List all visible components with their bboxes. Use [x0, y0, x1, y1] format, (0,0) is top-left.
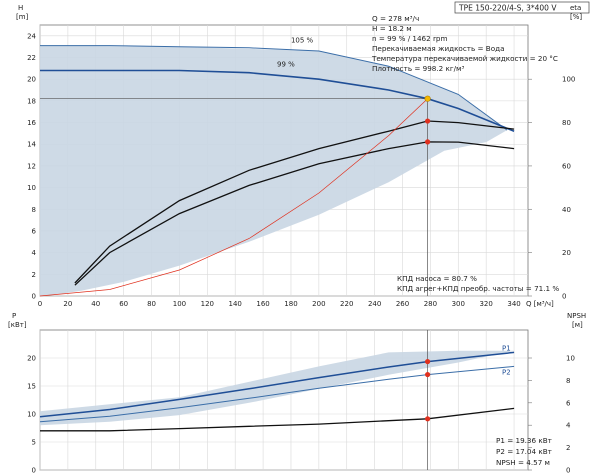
x-tick-label: 0: [38, 300, 42, 308]
power-readout: P1 = 19.36 кВт P2 = 17.04 кВт NPSH = 4.5…: [496, 436, 552, 467]
y-tick-label-left: 0: [32, 293, 36, 301]
y-tick-label-right: 0: [566, 467, 570, 474]
info-line: Q = 278 м³/ч: [372, 14, 419, 23]
y-tick-label-left: 10: [27, 184, 36, 192]
top-right-axis-label: eta: [570, 4, 581, 12]
top-left-axis-label: H: [18, 4, 23, 12]
y-tick-label-right: 2: [566, 444, 570, 452]
y-tick-label-right: 40: [562, 206, 571, 214]
x-tick-label: 120: [201, 300, 214, 308]
x-tick-label: 240: [368, 300, 381, 308]
y-tick-label-left: 20: [27, 355, 36, 363]
top-left-axis-unit: [m]: [16, 13, 29, 21]
y-tick-label-left: 14: [27, 141, 36, 149]
top-x-axis-label: Q [м³/ч]: [526, 300, 554, 308]
info-line: H = 18.2 м: [372, 24, 412, 33]
x-tick-label: 220: [340, 300, 353, 308]
bottom-left-axis-unit: [кВт]: [8, 321, 27, 329]
curve-label-99: 99 %: [277, 60, 295, 68]
y-tick-label-left: 24: [27, 32, 36, 40]
x-tick-label: 260: [396, 300, 409, 308]
info-line: Плотность = 998.2 кг/м³: [372, 64, 464, 73]
title-box: [454, 1, 590, 14]
y-tick-label-left: 18: [27, 97, 36, 105]
x-tick-label: 300: [452, 300, 465, 308]
bottom-plot-layer: P1 P2: [39, 330, 515, 470]
y-tick-label-left: 10: [27, 411, 36, 419]
x-tick-label: 320: [479, 300, 492, 308]
x-tick-label: 180: [284, 300, 297, 308]
top-plot-layer: 105 % 99 %: [39, 37, 515, 297]
operating-range-area: [40, 45, 508, 296]
efficiency-note: КПД насоса = 80.7 % КПД агрег+КПД преобр…: [397, 274, 559, 293]
y-tick-label-left: 16: [27, 119, 36, 127]
y-tick-label-left: 15: [27, 383, 36, 391]
series-label: P1: [502, 344, 511, 352]
x-tick-label: 140: [229, 300, 242, 308]
efficiency-line: КПД агрег+КПД преобр. частоты = 71.1 %: [397, 284, 559, 293]
bottom-right-axis-unit: [м]: [572, 321, 583, 329]
chart-title: TPE 150-220/4-S, 3*400 V: [458, 4, 557, 13]
operating-point-marker: [425, 416, 431, 422]
series-line-system_curve: [39, 98, 428, 297]
x-tick-label: 80: [147, 300, 156, 308]
y-tick-label-right: 100: [562, 76, 575, 84]
series-line-H_max: [40, 45, 508, 131]
x-tick-label: 60: [119, 300, 128, 308]
series-line-NPSH: [40, 407, 515, 432]
y-tick-label-right: 6: [566, 399, 571, 407]
y-tick-label-left: 12: [27, 162, 36, 170]
readout-line: P1 = 19.36 кВт: [496, 436, 552, 445]
operating-point-marker: [425, 358, 431, 365]
y-tick-label-right: 20: [562, 249, 571, 257]
operating-point-marker: [425, 371, 431, 378]
efficiency-point-marker: [425, 139, 431, 145]
y-tick-label-left: 4: [32, 249, 37, 257]
y-tick-label-left: 5: [32, 439, 36, 447]
y-tick-label-left: 6: [32, 227, 37, 235]
y-tick-label-left: 20: [27, 76, 36, 84]
series-line-P1: [39, 351, 515, 418]
series-line-H_operating: [40, 69, 515, 132]
duty-point-marker: [424, 95, 431, 102]
bottom-right-axis-label: NPSH: [567, 312, 586, 320]
curve-label-105: 105 %: [291, 37, 314, 45]
info-line: Перекачиваемая жидкость = Вода: [372, 44, 505, 53]
readout-line: NPSH = 4.57 м: [496, 458, 550, 467]
efficiency-line: КПД насоса = 80.7 %: [397, 274, 477, 283]
x-tick-label: 100: [173, 300, 186, 308]
bottom-left-axis-label: P: [12, 312, 16, 320]
y-tick-label-left: 0: [32, 467, 36, 474]
series-label: P2: [502, 368, 511, 376]
y-tick-label-left: 8: [32, 206, 36, 214]
y-tick-label-right: 0: [562, 293, 566, 301]
series-line-P2: [39, 365, 515, 423]
x-tick-label: 40: [91, 300, 100, 308]
top-right-axis-unit: [%]: [570, 13, 582, 21]
y-tick-label-right: 4: [566, 422, 571, 430]
readout-line: P2 = 17.04 кВт: [496, 447, 552, 456]
info-line: Температура перекачиваемой жидкости = 20…: [371, 54, 558, 63]
series-line-eta_pump: [74, 120, 515, 284]
x-tick-label: 20: [63, 300, 72, 308]
y-tick-label-right: 60: [562, 162, 571, 170]
y-tick-label-left: 22: [27, 54, 36, 62]
info-box: Q = 278 м³/ч H = 18.2 м n = 99 % / 1462 …: [371, 14, 558, 73]
efficiency-point-marker: [425, 118, 431, 124]
y-tick-label-left: 2: [32, 271, 36, 279]
x-tick-label: 160: [256, 300, 269, 308]
power-range-area: [40, 350, 515, 426]
x-tick-label: 280: [424, 300, 437, 308]
x-tick-label: 200: [312, 300, 325, 308]
y-tick-label-right: 10: [566, 355, 575, 363]
series-line-eta_total: [74, 141, 515, 286]
x-tick-label: 340: [507, 300, 520, 308]
y-tick-label-right: 8: [566, 377, 570, 385]
y-tick-label-right: 80: [562, 119, 571, 127]
info-line: n = 99 % / 1462 rpm: [372, 34, 448, 43]
